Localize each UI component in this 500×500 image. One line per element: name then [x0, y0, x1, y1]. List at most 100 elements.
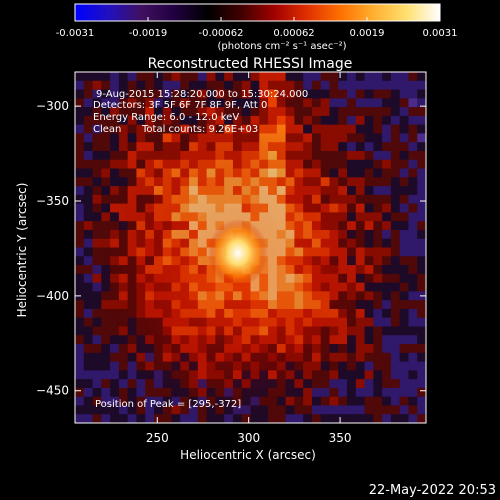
image-pixel	[399, 352, 409, 362]
image-pixel	[92, 177, 102, 187]
image-pixel	[373, 194, 383, 205]
image-pixel	[189, 107, 199, 117]
image-pixel	[408, 150, 418, 161]
image-pixel	[75, 186, 85, 196]
image-pixel	[373, 186, 383, 196]
y-axis: −300 −350 −400 −450	[36, 99, 426, 398]
image-pixel	[355, 168, 365, 178]
image-pixel	[399, 300, 409, 310]
image-pixel	[75, 387, 85, 398]
image-pixel	[417, 107, 426, 117]
image-pixel	[347, 98, 357, 108]
image-pixel	[127, 133, 137, 143]
image-pixel	[92, 72, 102, 82]
image-pixel	[75, 370, 85, 380]
image-pixel	[75, 150, 85, 161]
image-pixel	[75, 300, 85, 310]
image-pixel	[162, 72, 172, 82]
image-pixel	[382, 168, 392, 178]
annotations: 9-Aug-2015 15:28:20.000 to 15:30:24.000 …	[93, 89, 308, 410]
image-pixel	[382, 396, 392, 406]
image-pixel	[110, 80, 120, 90]
image-pixel	[355, 379, 365, 389]
image-pixel	[118, 72, 129, 82]
image-pixel	[408, 256, 418, 266]
image-pixel	[101, 361, 111, 371]
image-pixel	[390, 265, 401, 275]
image-pixel	[399, 387, 409, 398]
image-pixel	[417, 414, 426, 423]
image-pixel	[276, 89, 287, 99]
image-pixel	[92, 107, 102, 117]
image-pixel	[75, 256, 85, 266]
image-pixel	[390, 256, 401, 266]
image-pixel	[382, 115, 392, 126]
image-pixel	[180, 107, 190, 117]
x-tick-label: 350	[329, 431, 352, 445]
image-pixel	[145, 107, 155, 117]
image-pixel	[197, 80, 208, 90]
image-pixel	[311, 80, 322, 90]
image-pixel	[382, 326, 392, 336]
image-pixel	[417, 115, 426, 126]
image-pixel	[399, 229, 409, 240]
image-pixel	[162, 115, 172, 126]
image-pixel	[417, 344, 426, 354]
image-pixel	[364, 414, 374, 423]
image-pixel	[355, 159, 365, 169]
image-pixel	[110, 98, 120, 108]
image-pixel	[110, 124, 120, 134]
image-pixel	[232, 80, 243, 90]
image-pixel	[276, 98, 287, 108]
image-pixel	[232, 89, 243, 99]
image-pixel	[311, 98, 322, 108]
image-pixel	[145, 72, 155, 82]
image-pixel	[399, 177, 409, 187]
image-pixel	[364, 89, 374, 99]
image-pixel	[294, 80, 304, 90]
image-pixel	[320, 107, 330, 117]
image-pixel	[373, 414, 383, 423]
image-pixel	[75, 229, 85, 240]
image-pixel	[373, 115, 383, 126]
image-pixel	[390, 194, 401, 205]
image-pixel	[373, 150, 383, 161]
image-pixel	[145, 405, 155, 415]
image-pixel	[338, 142, 348, 152]
image-pixel	[408, 212, 418, 222]
image-pixel	[136, 80, 146, 90]
image-pixel	[303, 72, 313, 82]
image-pixel	[373, 352, 383, 362]
image-pixel	[320, 98, 330, 108]
image-pixel	[399, 335, 409, 345]
image-pixel	[276, 107, 287, 117]
image-pixel	[390, 177, 401, 187]
image-pixel	[382, 291, 392, 301]
image-pixel	[83, 396, 93, 406]
image-pixel	[241, 89, 251, 99]
image-pixel	[347, 396, 357, 406]
image-pixel	[329, 405, 339, 415]
image-pixel	[311, 414, 322, 423]
image-pixel	[110, 387, 120, 398]
image-pixel	[373, 379, 383, 389]
image-pixel	[355, 361, 365, 371]
image-pixel	[92, 379, 102, 389]
image-pixel	[75, 308, 85, 319]
image-pixel	[83, 221, 93, 231]
x-tick-label: 250	[146, 431, 169, 445]
image-pixel	[189, 89, 199, 99]
image-pixel	[241, 80, 251, 90]
image-pixel	[364, 142, 374, 152]
image-pixel	[390, 124, 401, 134]
image-pixel	[390, 247, 401, 257]
image-pixel	[83, 150, 93, 161]
image-pixel	[390, 414, 401, 423]
image-pixel	[373, 124, 383, 134]
image-pixel	[408, 142, 418, 152]
image-pixel	[268, 80, 278, 90]
y-tick-label: −450	[36, 384, 69, 398]
image-pixel	[417, 203, 426, 213]
image-pixel	[417, 124, 426, 134]
image-pixel	[408, 186, 418, 196]
